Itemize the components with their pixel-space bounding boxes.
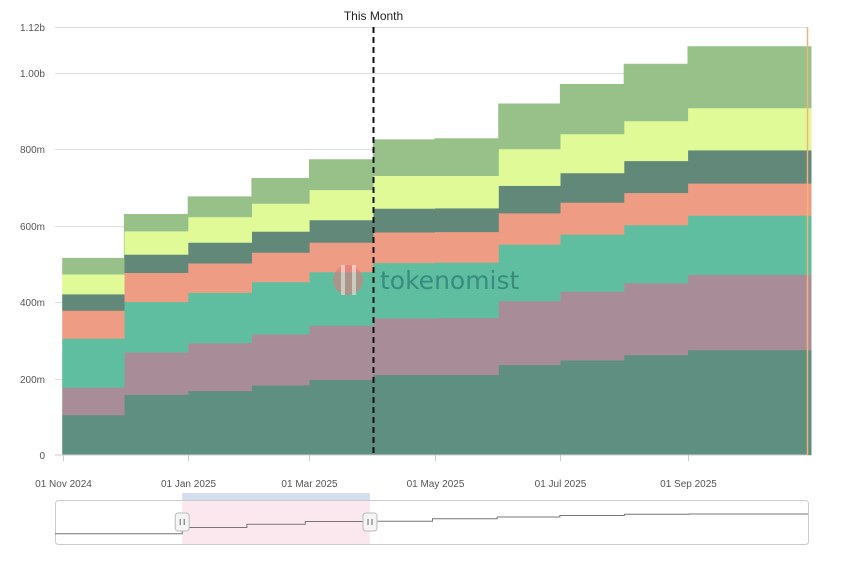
handle-grip bbox=[362, 512, 378, 532]
navigator-series-line bbox=[55, 513, 808, 535]
y-tick-label: 800m bbox=[20, 145, 45, 156]
x-tick-label: 01 Jul 2025 bbox=[535, 479, 587, 490]
series-area-7 bbox=[62, 46, 812, 275]
y-tick-label: 1.12b bbox=[20, 23, 45, 34]
tokenomist-watermark: tokenomist bbox=[333, 265, 520, 295]
x-tick-label: 01 Mar 2025 bbox=[281, 479, 338, 490]
navigator-handle-right[interactable] bbox=[362, 512, 378, 532]
this-month-marker: This Month bbox=[344, 9, 403, 455]
handle-grip bbox=[174, 512, 190, 532]
x-tick-label: 01 Nov 2024 bbox=[35, 479, 92, 490]
y-tick-label: 200m bbox=[20, 375, 45, 386]
tokenomist-logo-icon bbox=[333, 265, 363, 295]
navigator-selection[interactable] bbox=[182, 501, 370, 544]
axes bbox=[55, 27, 809, 456]
x-tick-label: 01 Jan 2025 bbox=[161, 479, 216, 490]
navigator-handle-left[interactable] bbox=[174, 512, 190, 532]
watermark-text: tokenomist bbox=[380, 266, 520, 295]
y-tick-label: 1.00b bbox=[20, 69, 45, 80]
this-month-label: This Month bbox=[344, 9, 403, 23]
series-areas bbox=[62, 46, 812, 456]
x-tick-label: 01 May 2025 bbox=[407, 479, 465, 490]
y-tick-label: 0 bbox=[39, 451, 45, 462]
y-tick-label: 600m bbox=[20, 222, 45, 233]
range-navigator[interactable] bbox=[55, 493, 809, 545]
y-tick-label: 400m bbox=[20, 298, 45, 309]
x-axis-ticks: 01 Nov 2024 01 Jan 2025 01 Mar 2025 01 May … bbox=[35, 455, 717, 490]
navigator-frame bbox=[55, 500, 809, 545]
x-tick-label: 01 Sep 2025 bbox=[660, 479, 717, 490]
y-axis-ticks: 0 200m 400m 600m 800m 1.00b 1.12b bbox=[20, 23, 45, 462]
navigator-scrollbar-thumb[interactable] bbox=[182, 493, 370, 500]
